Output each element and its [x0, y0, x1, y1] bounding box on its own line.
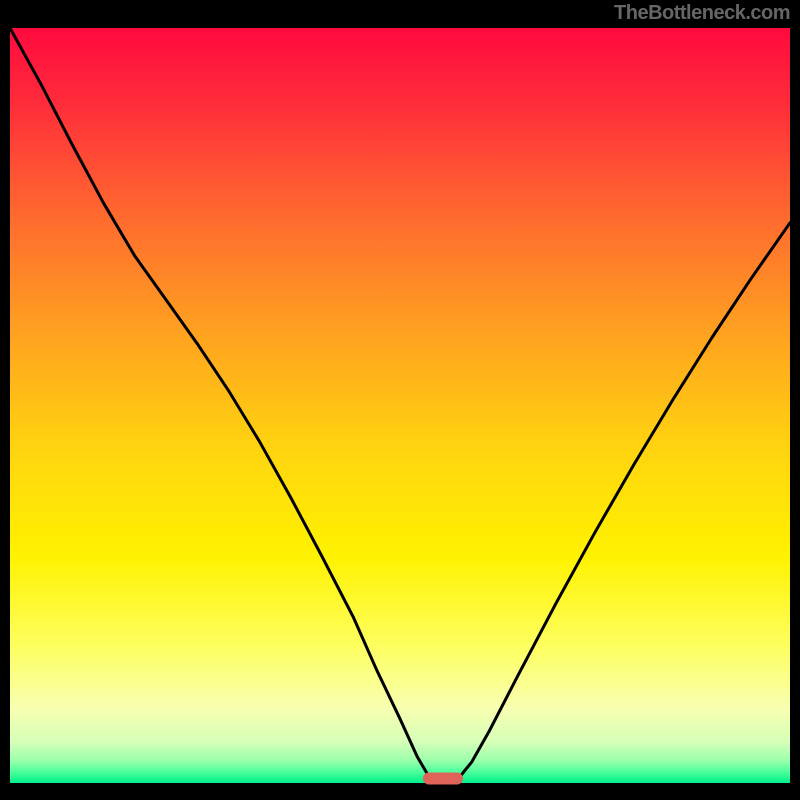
watermark-text: TheBottleneck.com — [614, 2, 790, 25]
chart-plot-background — [10, 28, 790, 783]
baseline-marker — [423, 773, 463, 785]
bottleneck-chart: TheBottleneck.com — [0, 0, 800, 800]
chart-svg — [0, 0, 800, 800]
